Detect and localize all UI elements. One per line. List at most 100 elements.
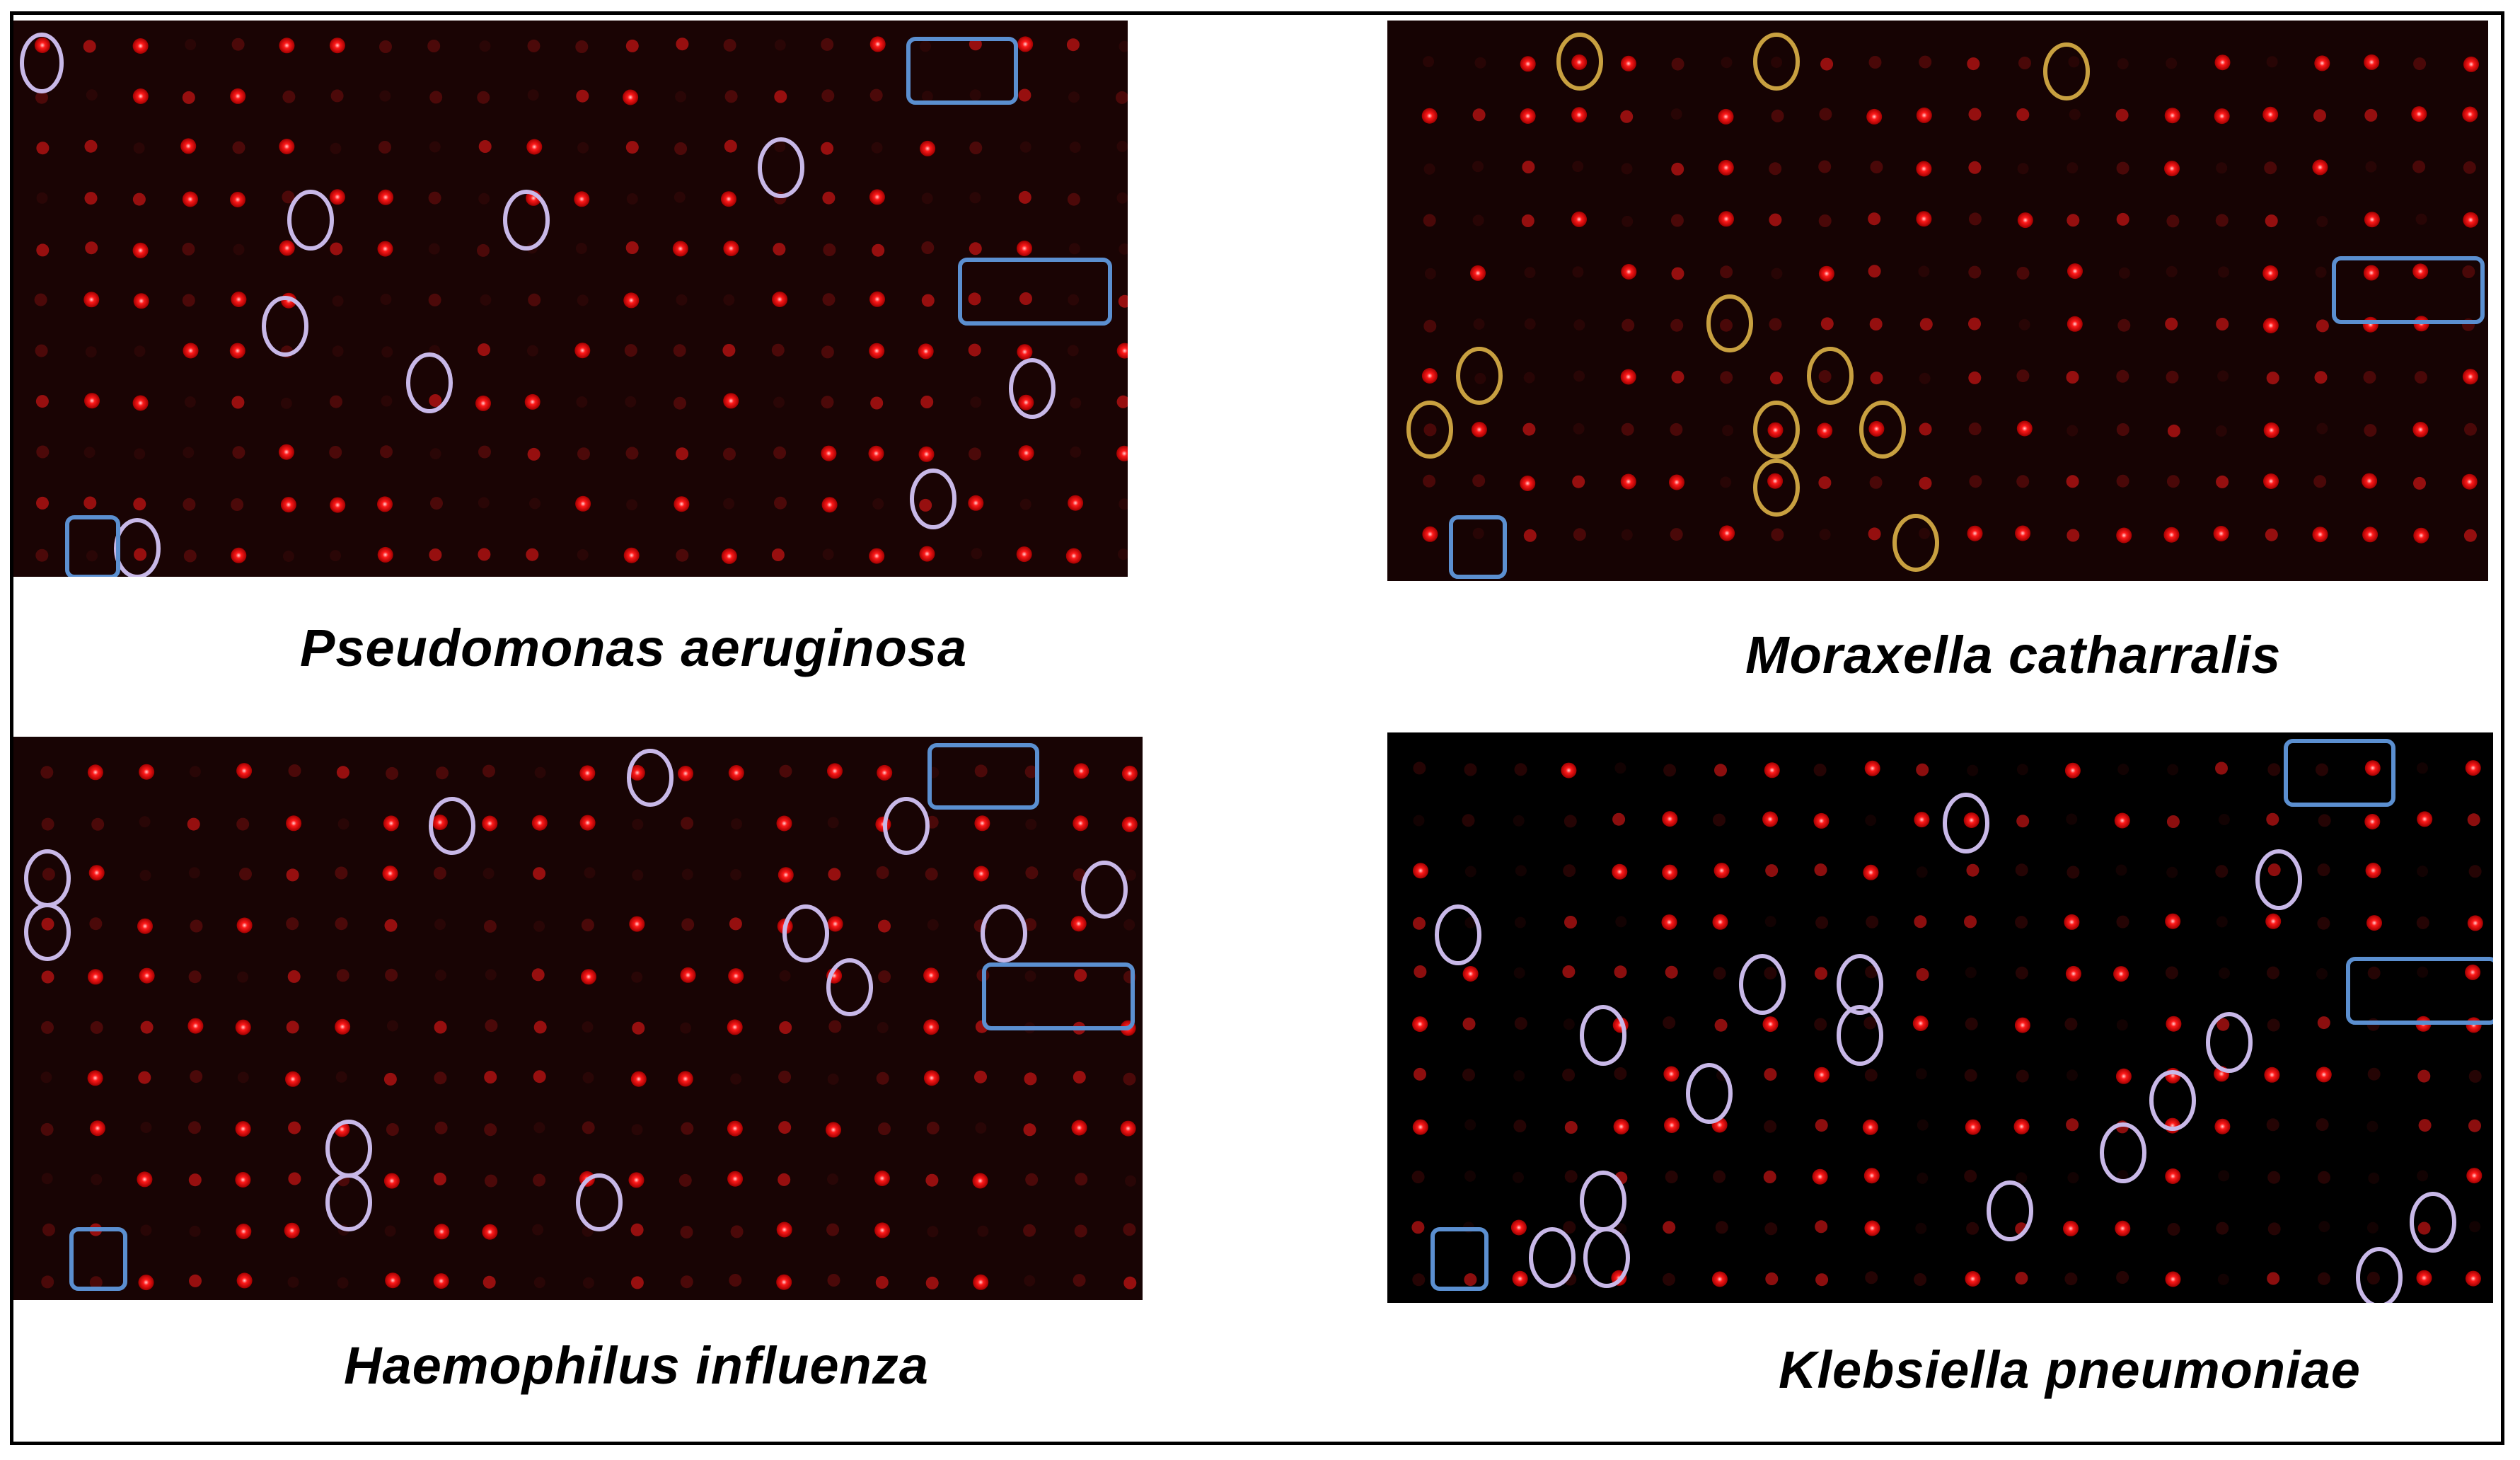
array-spot (139, 967, 155, 984)
array-spot (1017, 344, 1033, 360)
array-spot (1520, 476, 1536, 491)
array-spot (236, 917, 253, 933)
array-spot (286, 1021, 299, 1034)
array-spot (1119, 243, 1128, 255)
highlight-circle (1753, 33, 1800, 91)
array-spot (188, 1173, 202, 1187)
array-spot (2016, 764, 2028, 776)
array-spot (2067, 316, 2083, 332)
array-spot (626, 499, 638, 511)
array-spot (1513, 815, 1525, 827)
array-spot (237, 971, 249, 983)
highlight-circle (758, 137, 804, 198)
array-spot (2015, 966, 2028, 979)
array-spot (2116, 527, 2132, 544)
array-spot (2412, 422, 2429, 437)
array-spot (919, 546, 935, 562)
array-spot (778, 867, 794, 883)
array-spot (1671, 162, 1684, 176)
array-spot (672, 241, 688, 257)
array-spot (288, 1121, 301, 1134)
array-spot (974, 1070, 987, 1083)
array-spot (1120, 1120, 1136, 1137)
array-spot (2215, 865, 2229, 878)
array-spot (1722, 425, 1734, 437)
array-spot (2263, 422, 2279, 438)
array-spot (1116, 91, 1128, 104)
array-spot (874, 1171, 890, 1186)
array-spot (972, 1173, 988, 1189)
array-spot (821, 497, 838, 513)
array-spot (188, 867, 200, 879)
array-spot (1968, 161, 1982, 174)
array-spot (1116, 395, 1128, 408)
array-spot (1564, 1121, 1578, 1134)
array-spot (2115, 1220, 2131, 1236)
array-spot (723, 498, 735, 510)
array-spot (1865, 965, 1878, 979)
array-spot (485, 1174, 497, 1188)
array-spot (1423, 214, 1436, 227)
array-spot (1814, 1018, 1827, 1031)
array-spot (728, 968, 744, 984)
array-spot (533, 1277, 545, 1289)
array-spot (2317, 863, 2330, 877)
array-spot (184, 396, 196, 408)
array-spot (681, 918, 695, 931)
array-spot (41, 1275, 54, 1289)
array-spot (676, 294, 688, 306)
array-spot (383, 1173, 400, 1189)
array-spot (188, 970, 202, 984)
array-spot (582, 1021, 594, 1033)
array-spot (629, 764, 645, 781)
array-spot (2113, 966, 2129, 982)
array-spot (1622, 215, 1634, 227)
array-spot (1422, 526, 1438, 542)
array-spot (822, 191, 836, 205)
array-spot (236, 1224, 252, 1239)
array-spot (728, 765, 744, 781)
array-spot (774, 141, 786, 153)
array-spot (527, 89, 539, 101)
caption-moraxella: Moraxella catharralis (1745, 626, 2282, 684)
array-spot (1715, 1221, 1728, 1234)
array-spot (89, 1120, 105, 1137)
array-spot (876, 866, 889, 879)
array-spot (231, 498, 244, 511)
array-spot (2417, 1222, 2431, 1235)
array-spot (2066, 813, 2078, 825)
array-spot (1815, 1273, 1829, 1287)
array-spot (2116, 474, 2129, 488)
array-spot (434, 1071, 447, 1085)
array-spot (1016, 546, 1032, 563)
array-spot (2412, 263, 2429, 280)
array-spot (2118, 267, 2130, 279)
highlight-circle (1837, 1005, 1883, 1066)
array-spot (1123, 1276, 1137, 1289)
array-spot (1964, 1169, 1977, 1183)
array-spot (1019, 292, 1032, 305)
array-spot (2363, 265, 2379, 281)
array-spot (2314, 371, 2328, 384)
highlight-circle (1580, 1005, 1626, 1066)
array-spot (774, 39, 786, 51)
array-spot (1863, 1016, 1877, 1030)
array-spot (484, 1071, 497, 1083)
array-spot (2466, 1168, 2483, 1184)
array-spot (182, 191, 198, 207)
array-spot (2267, 863, 2281, 877)
array-spot (1116, 445, 1128, 461)
array-spot (1514, 1017, 1527, 1030)
microarray-panel-pseudomonas (13, 21, 1128, 577)
array-spot (828, 868, 841, 881)
array-spot (89, 1276, 103, 1289)
array-spot (876, 1071, 889, 1085)
array-spot (582, 1121, 595, 1134)
array-spot (2469, 1221, 2481, 1233)
array-spot (2262, 265, 2279, 281)
array-spot (2116, 369, 2129, 383)
array-spot (83, 40, 96, 53)
array-spot (575, 243, 587, 254)
array-spot (533, 1070, 546, 1083)
array-spot (776, 1274, 792, 1290)
